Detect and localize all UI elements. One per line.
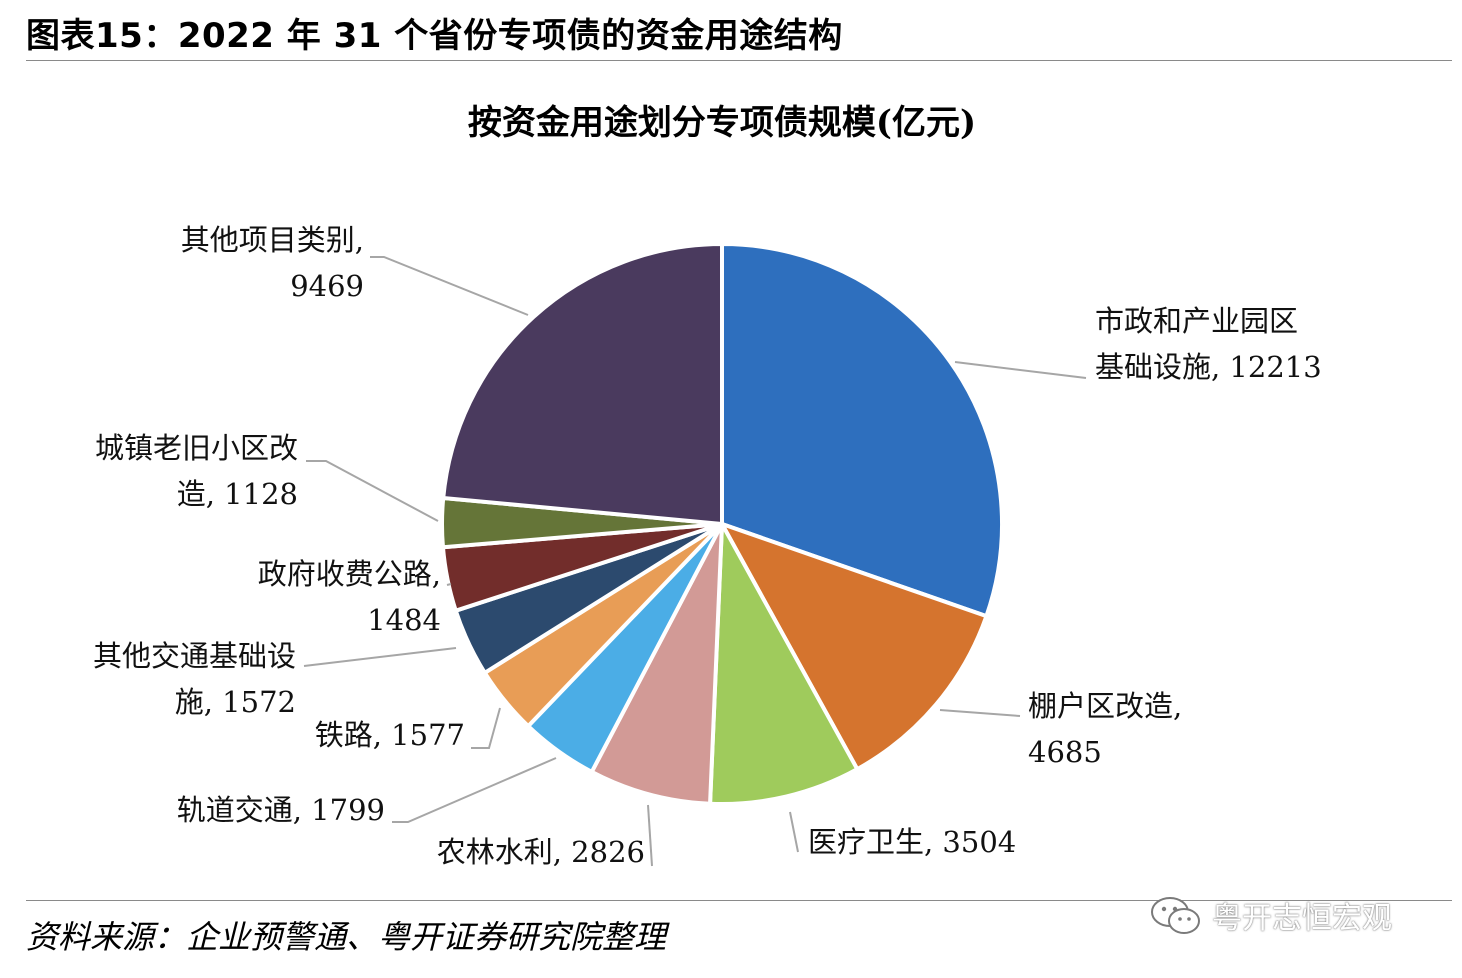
slice-label: 政府收费公路, — [258, 557, 441, 591]
slice-label: 轨道交通, 1799 — [177, 793, 385, 827]
leader-line — [446, 583, 452, 586]
slice-label: 棚户区改造, — [1028, 689, 1182, 723]
leader-line — [954, 361, 1087, 379]
pie-slice — [708, 522, 860, 806]
slice-label: 医疗卫生, 3504 — [808, 825, 1016, 859]
slice-label: 4685 — [1028, 735, 1102, 769]
source-note: 资料来源：企业预警通、粤开证券研究院整理 — [26, 918, 667, 956]
slice-label: 9469 — [290, 269, 364, 303]
watermark-text: 粤开志恒宏观 — [1212, 901, 1392, 936]
slice-label: 城镇老旧小区改 — [95, 431, 298, 465]
pie-slice — [589, 522, 724, 806]
slice-label: 造, 1128 — [177, 477, 298, 511]
chart-title: 按资金用途划分专项债规模(亿元) — [468, 103, 976, 143]
leader-line — [392, 757, 557, 823]
leader-line — [370, 256, 529, 316]
pie-slice — [441, 242, 724, 526]
slice-label: 1484 — [367, 603, 441, 637]
watermark: 粤开志恒宏观 — [1148, 893, 1392, 937]
slice-label: 农林水利, 2826 — [437, 835, 645, 869]
pie-slices — [440, 242, 1004, 806]
slice-label: 其他交通基础设 — [93, 639, 296, 673]
leader-line — [789, 811, 799, 853]
wechat-icon — [1151, 897, 1200, 934]
leader-line — [939, 709, 1021, 717]
footer-rule — [26, 900, 1452, 901]
pie-slice — [720, 242, 1004, 619]
leader-lines — [303, 256, 1087, 867]
leader-line — [303, 647, 457, 667]
figure-header: 图表15：2022 年 31 个省份专项债的资金用途结构 — [26, 16, 843, 56]
leader-line — [471, 707, 501, 749]
slice-label: 基础设施, 12213 — [1095, 350, 1322, 384]
slice-label: 施, 1572 — [175, 685, 296, 719]
leader-line — [647, 804, 653, 867]
slice-label: 其他项目类别, — [181, 223, 364, 257]
header-rule — [26, 60, 1452, 61]
pie-slice — [720, 522, 989, 772]
leader-line — [306, 460, 439, 522]
slice-label: 铁路, 1577 — [315, 718, 465, 752]
slice-label: 市政和产业园区 — [1095, 304, 1298, 338]
